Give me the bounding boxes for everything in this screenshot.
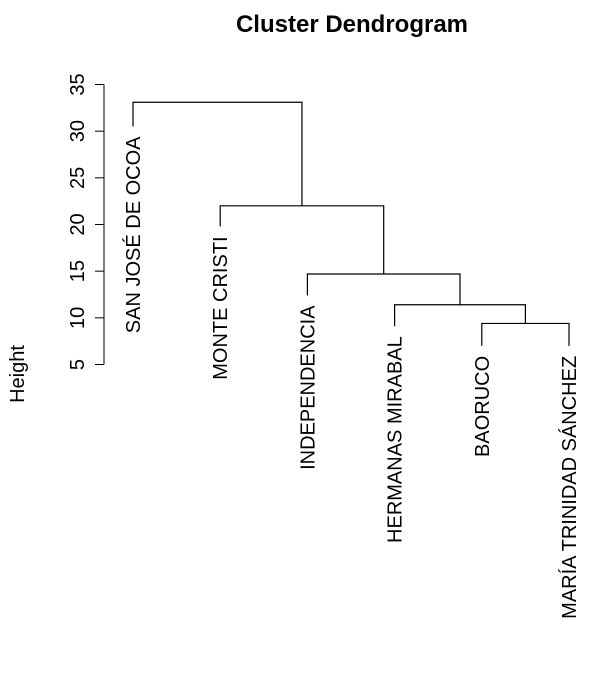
chart-title: Cluster Dendrogram bbox=[236, 11, 468, 38]
y-tick-label: 25 bbox=[67, 167, 89, 189]
merge-branch bbox=[132, 101, 303, 206]
leaf-label: INDEPENDENCIA bbox=[297, 305, 319, 470]
merge-branch bbox=[481, 322, 570, 346]
y-axis: 5 10 15 20 25 30 35 bbox=[67, 73, 105, 370]
y-tick-label: 15 bbox=[67, 260, 89, 282]
leaf-label: SAN JOSÉ DE OCOA bbox=[122, 136, 145, 333]
leaf-label: HERMANAS MIRABAL bbox=[385, 336, 407, 543]
y-tick-label: 5 bbox=[67, 359, 89, 370]
y-tick-label: 30 bbox=[67, 120, 89, 142]
merge-branch bbox=[306, 273, 461, 305]
merge-branch bbox=[219, 205, 385, 274]
leaf-label: BAORUCO bbox=[472, 356, 494, 457]
y-tick-label: 10 bbox=[67, 307, 89, 329]
y-tick-label: 35 bbox=[67, 73, 89, 95]
leaf-labels: SAN JOSÉ DE OCOA MONTE CRISTI INDEPENDENCI… bbox=[122, 136, 581, 619]
y-axis-label: Height bbox=[7, 345, 29, 403]
leaf-label: MARÍA TRINIDAD SÁNCHEZ bbox=[558, 356, 581, 619]
y-tick-label: 20 bbox=[67, 213, 89, 235]
dendrogram-lines bbox=[132, 101, 570, 346]
leaf-label: MONTE CRISTI bbox=[210, 236, 232, 379]
